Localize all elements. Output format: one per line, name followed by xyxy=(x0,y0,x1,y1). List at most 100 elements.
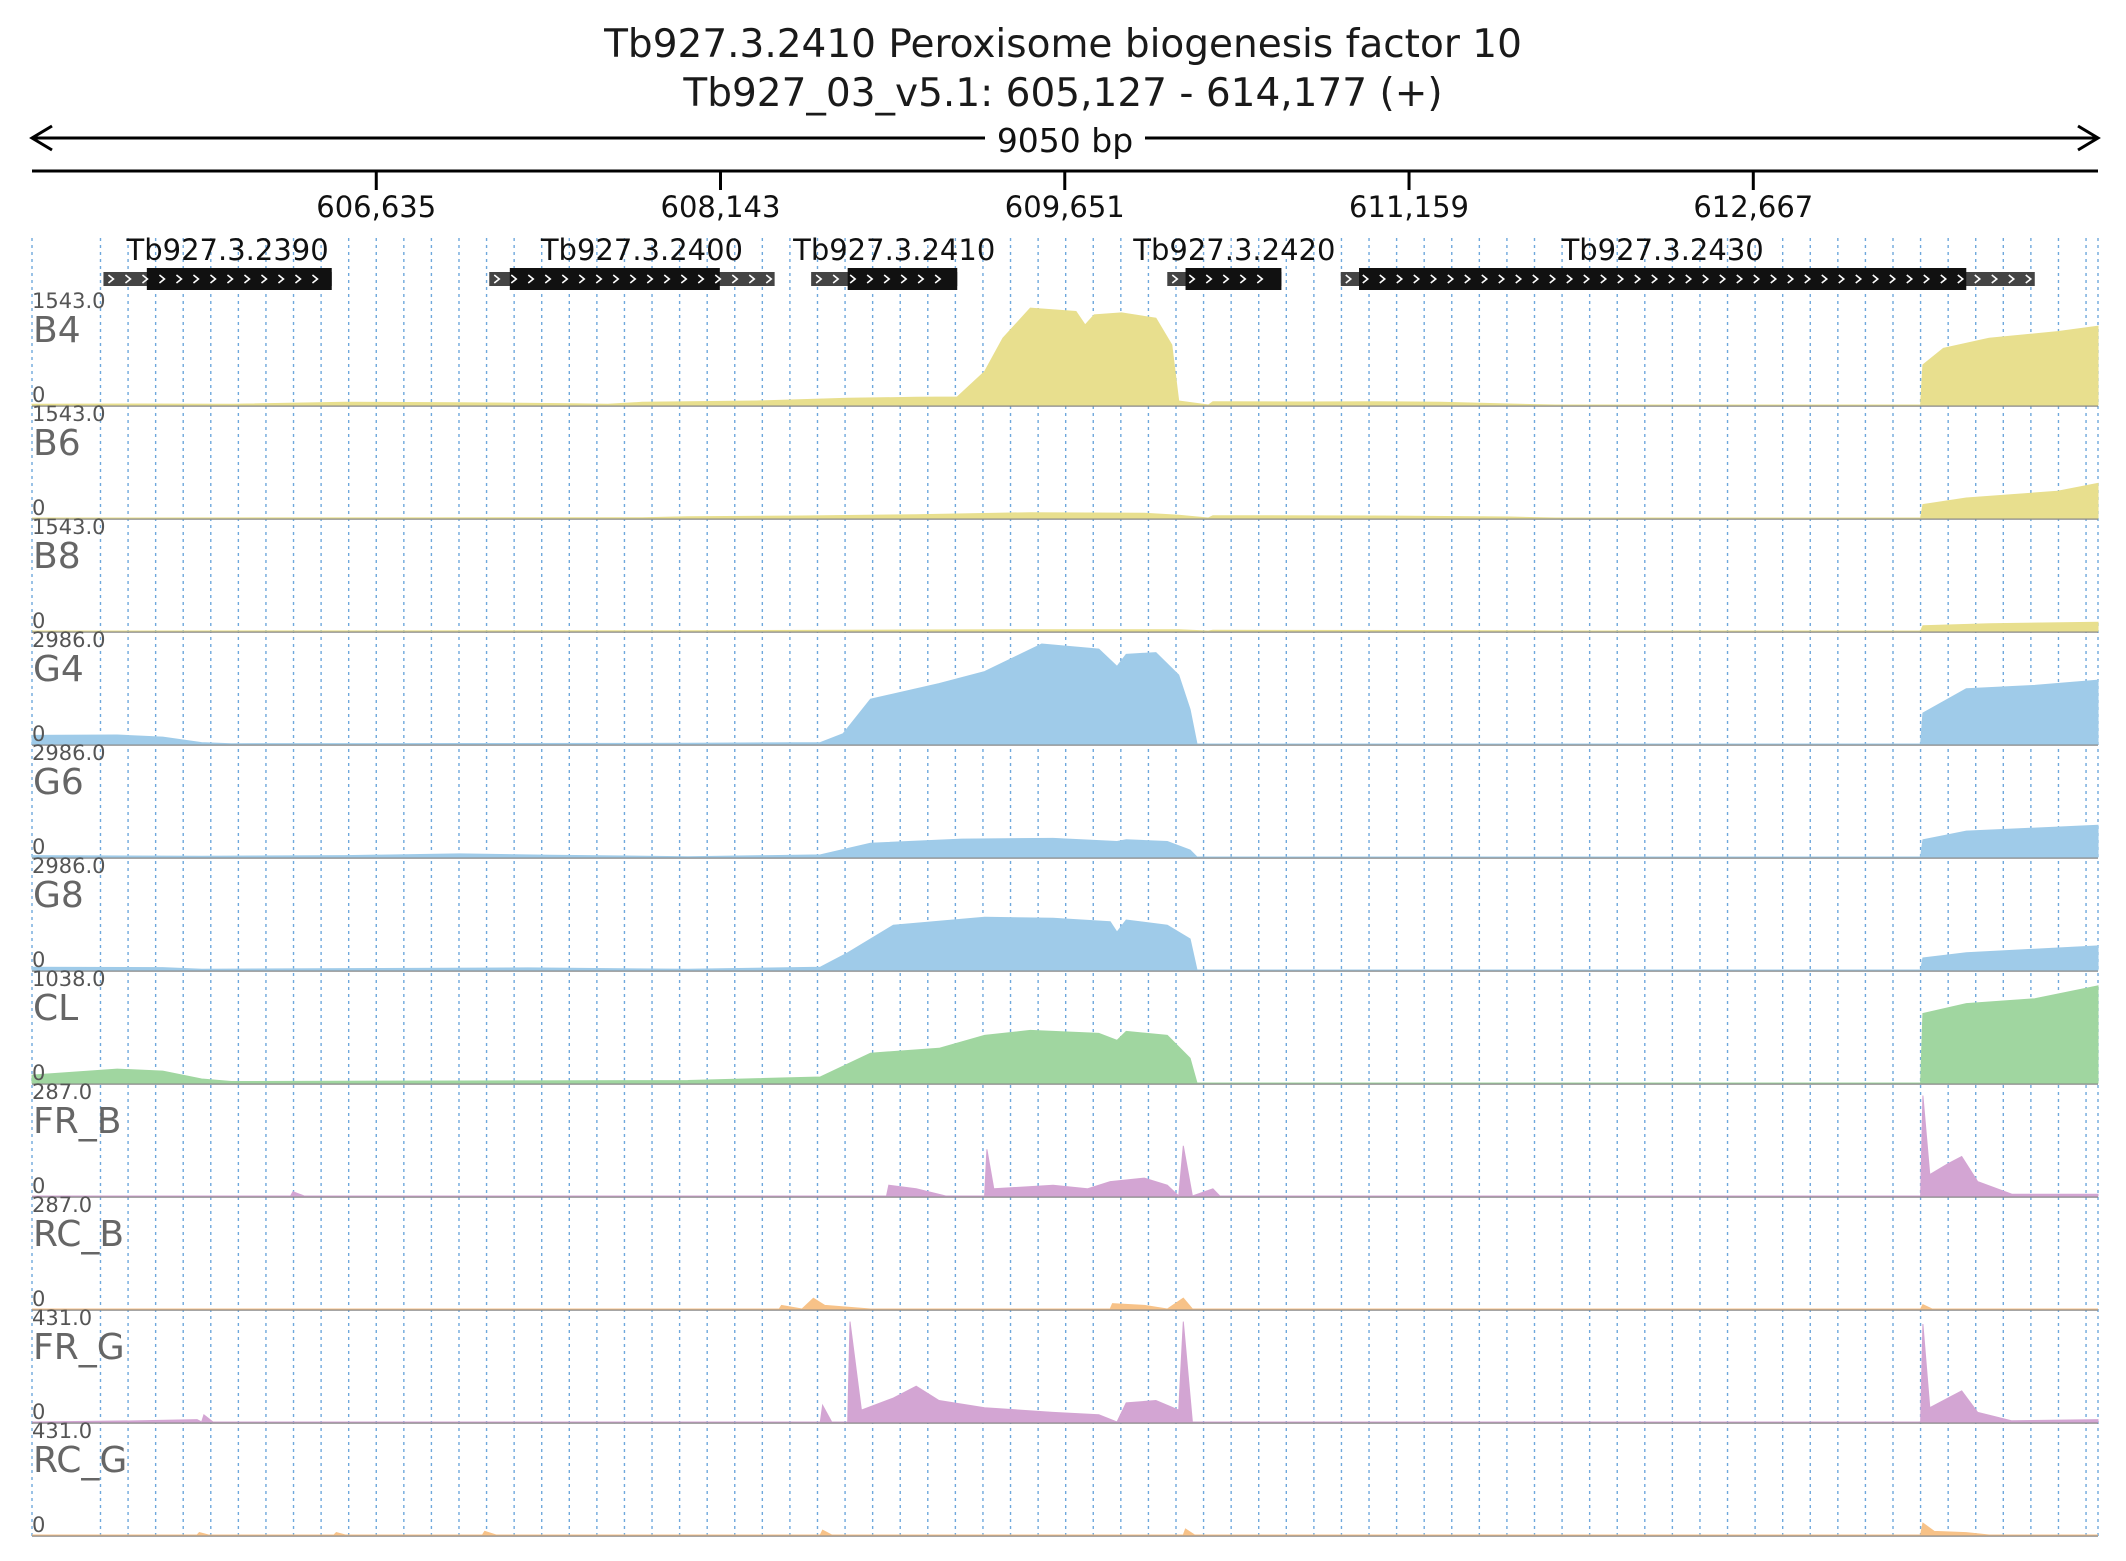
strand-arrow xyxy=(1345,274,1353,284)
strand-arrow xyxy=(1651,274,1659,284)
strand-arrow xyxy=(1549,274,1557,284)
coverage-area xyxy=(32,1522,2098,1536)
track-name: B4 xyxy=(33,310,81,351)
track-min-label: 0 xyxy=(32,496,45,520)
strand-arrow xyxy=(849,274,857,284)
track-max-label: 431.0 xyxy=(32,1306,92,1330)
strand-arrow xyxy=(731,274,739,284)
track-min-label: 0 xyxy=(32,948,45,972)
strand-arrow xyxy=(934,274,942,284)
track-b8: 1543.0B8 0 xyxy=(31,515,2099,633)
span-label: 9050 bp xyxy=(997,121,1133,160)
track-min-label: 0 xyxy=(32,1061,45,1085)
strand-arrow xyxy=(646,274,654,284)
strand-arrow xyxy=(141,274,149,284)
strand-arrow xyxy=(1532,274,1540,284)
strand-arrow xyxy=(1205,274,1213,284)
gene-label: Tb927.3.2400 xyxy=(540,233,743,267)
track-min-label: 0 xyxy=(32,1287,45,1311)
track-rc-b: 287.0RC_B 0 xyxy=(32,1193,2098,1311)
strand-arrow xyxy=(765,274,773,284)
gene-cds xyxy=(1359,268,1967,290)
strand-arrow xyxy=(714,274,722,284)
strand-arrow xyxy=(1719,274,1727,284)
strand-arrow xyxy=(1600,274,1608,284)
span-indicator: 9050 bp xyxy=(29,121,2101,160)
strand-arrow xyxy=(175,274,183,284)
coverage-area xyxy=(31,482,2099,519)
strand-arrow xyxy=(226,274,234,284)
strand-arrow xyxy=(2008,274,2016,284)
strand-arrow xyxy=(243,274,251,284)
track-b4: 1543.0B4 0 xyxy=(31,289,2099,407)
strand-arrow xyxy=(1770,274,1778,284)
strand-arrow xyxy=(1838,274,1846,284)
strand-arrow xyxy=(1821,274,1829,284)
strand-arrow xyxy=(1430,274,1438,284)
coverage-area xyxy=(31,1321,2099,1423)
coverage-area xyxy=(31,916,2099,971)
strand-arrow xyxy=(311,274,319,284)
strand-arrows xyxy=(1171,274,1264,284)
track-max-label: 1543.0 xyxy=(32,289,105,313)
strand-arrow xyxy=(209,274,217,284)
strand-arrow xyxy=(493,274,501,284)
span-arrowhead-right xyxy=(2077,124,2101,152)
strand-arrow xyxy=(260,274,268,284)
strand-arrow xyxy=(1447,274,1455,284)
track-max-label: 1543.0 xyxy=(32,515,105,539)
strand-arrow xyxy=(1256,274,1264,284)
grid-lines xyxy=(31,238,2099,1538)
strand-arrow xyxy=(1957,274,1965,284)
coverage-area xyxy=(31,643,2099,745)
gene-label: Tb927.3.2430 xyxy=(1561,233,1764,267)
tick-label: 609,651 xyxy=(1005,190,1125,224)
strand-arrow xyxy=(612,274,620,284)
track-min-label: 0 xyxy=(32,1400,45,1424)
tick-label: 611,159 xyxy=(1349,190,1469,224)
track-min-label: 0 xyxy=(32,609,45,633)
track-min-label: 0 xyxy=(32,1513,45,1537)
strand-arrow xyxy=(1702,274,1710,284)
strand-arrows xyxy=(1345,274,2033,284)
track-b6: 1543.0B6 0 xyxy=(31,402,2099,520)
strand-arrow xyxy=(510,274,518,284)
coverage-tracks: 1543.0B401543.0B601543.0B802986.0G402986… xyxy=(31,289,2099,1537)
track-name: CL xyxy=(33,988,78,1029)
strand-arrow xyxy=(748,274,756,284)
track-rc-g: 431.0RC_G 0 xyxy=(32,1419,2098,1537)
track-g8: 2986.0G8 0 xyxy=(31,854,2099,972)
gene-label: Tb927.3.2410 xyxy=(792,233,995,267)
strand-arrow xyxy=(294,274,302,284)
strand-arrow xyxy=(1872,274,1880,284)
track-min-label: 0 xyxy=(32,383,45,407)
axis-ticks: 606,635 608,143 609,651 611,159 612,667 xyxy=(316,171,1813,224)
track-min-label: 0 xyxy=(32,722,45,746)
gene-label: Tb927.3.2390 xyxy=(126,233,329,267)
strand-arrow xyxy=(1239,274,1247,284)
coverage-area xyxy=(32,1297,2098,1310)
gene-cds xyxy=(1185,268,1282,290)
strand-arrow xyxy=(680,274,688,284)
strand-arrow xyxy=(1634,274,1642,284)
strand-arrow xyxy=(917,274,925,284)
track-name: FR_G xyxy=(33,1327,125,1368)
strand-arrow xyxy=(1855,274,1863,284)
strand-arrow xyxy=(1753,274,1761,284)
track-max-label: 2986.0 xyxy=(32,854,105,878)
strand-arrow xyxy=(1787,274,1795,284)
track-cl: 1038.0CL 0 xyxy=(31,967,2099,1085)
gene-cds xyxy=(847,268,958,290)
track-name: B8 xyxy=(33,536,81,577)
coverage-area xyxy=(31,985,2099,1084)
strand-arrow xyxy=(832,274,840,284)
track-max-label: 2986.0 xyxy=(32,628,105,652)
strand-arrow xyxy=(107,274,115,284)
strand-arrow xyxy=(883,274,891,284)
track-fr-g: 431.0FR_G 0 xyxy=(31,1306,2099,1424)
strand-arrow xyxy=(663,274,671,284)
strand-arrow xyxy=(578,274,586,284)
gene-label: Tb927.3.2420 xyxy=(1132,233,1335,267)
track-max-label: 431.0 xyxy=(32,1419,92,1443)
